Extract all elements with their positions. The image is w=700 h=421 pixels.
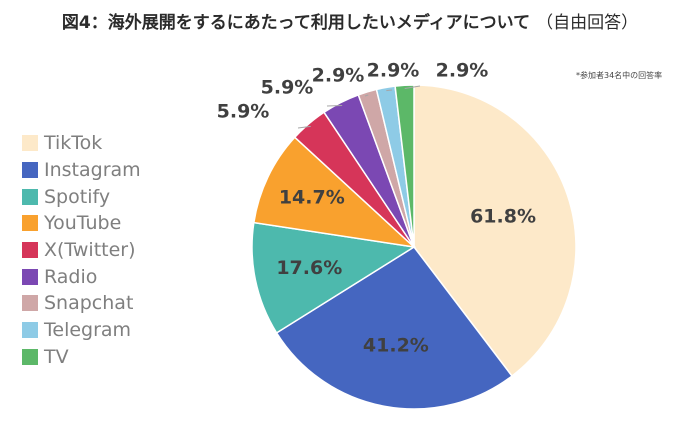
data-label-telegram: 2.9% bbox=[367, 60, 420, 82]
data-label-tv: 2.9% bbox=[436, 60, 489, 82]
data-label-instagram: 41.2% bbox=[363, 334, 429, 356]
leader-line-telegram bbox=[386, 90, 392, 91]
data-label-radio: 5.9% bbox=[261, 77, 314, 99]
data-label-tiktok: 61.8% bbox=[470, 206, 536, 228]
data-label-x-twitter-: 5.9% bbox=[217, 101, 270, 123]
data-label-snapchat: 2.9% bbox=[312, 65, 365, 87]
data-label-spotify: 17.6% bbox=[276, 257, 342, 279]
data-label-youtube: 14.7% bbox=[279, 186, 345, 208]
leader-line-radio bbox=[327, 105, 342, 106]
